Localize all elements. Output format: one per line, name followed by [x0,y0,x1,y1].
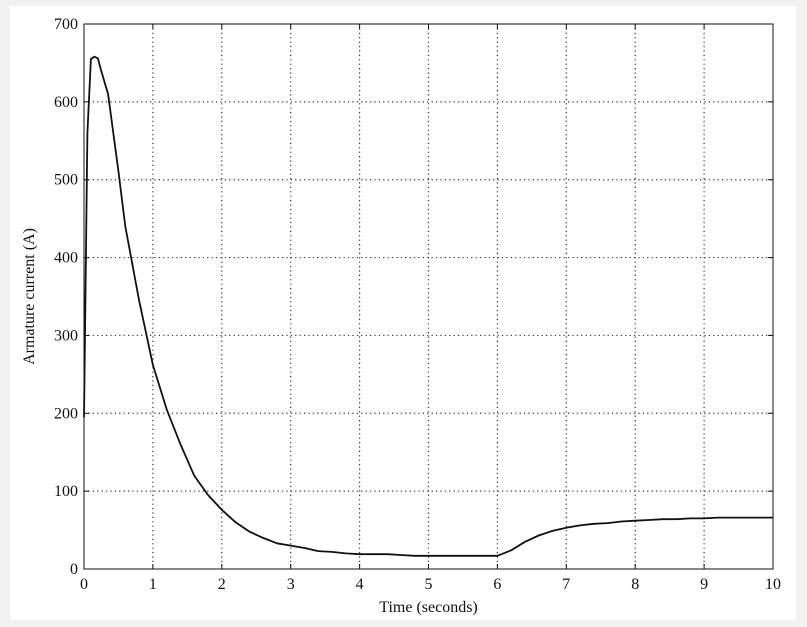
x-tick-label: 6 [493,576,501,593]
x-tick-label: 7 [562,576,570,593]
y-tick-label: 300 [54,327,78,344]
chart-frame: 0 1 2 3 4 5 6 7 8 9 10 0 100 200 300 400 500 600 700 Time… [10,6,796,620]
x-tick-label: 2 [218,576,226,593]
x-tick-labels: 0 1 2 3 4 5 6 7 8 9 10 [80,576,781,593]
y-tick-label: 0 [70,561,78,578]
x-tick-label: 8 [631,576,639,593]
y-tick-label: 700 [54,16,78,33]
grid-lines [84,24,773,569]
line-chart: 0 1 2 3 4 5 6 7 8 9 10 0 100 200 300 400 500 600 700 Time… [21,16,781,616]
x-tick-label: 3 [287,576,295,593]
y-tick-label: 400 [54,250,78,267]
axis-ticks [83,23,774,570]
x-tick-label: 0 [80,576,88,593]
x-tick-label: 1 [149,576,157,593]
x-tick-label: 5 [425,576,433,593]
x-axis-label: Time (seconds) [379,599,478,616]
y-axis-label: Armature current (A) [21,228,38,365]
x-tick-label: 9 [700,576,708,593]
y-tick-label: 600 [54,94,78,111]
y-tick-labels: 0 100 200 300 400 500 600 700 [54,16,78,578]
plot-border [83,23,774,570]
x-tick-label: 10 [765,576,781,593]
y-tick-label: 100 [54,483,78,500]
armature-current-line [83,55,773,557]
series-layer [83,55,773,557]
y-tick-label: 500 [54,172,78,189]
y-tick-label: 200 [54,405,78,422]
x-tick-label: 4 [356,576,364,593]
